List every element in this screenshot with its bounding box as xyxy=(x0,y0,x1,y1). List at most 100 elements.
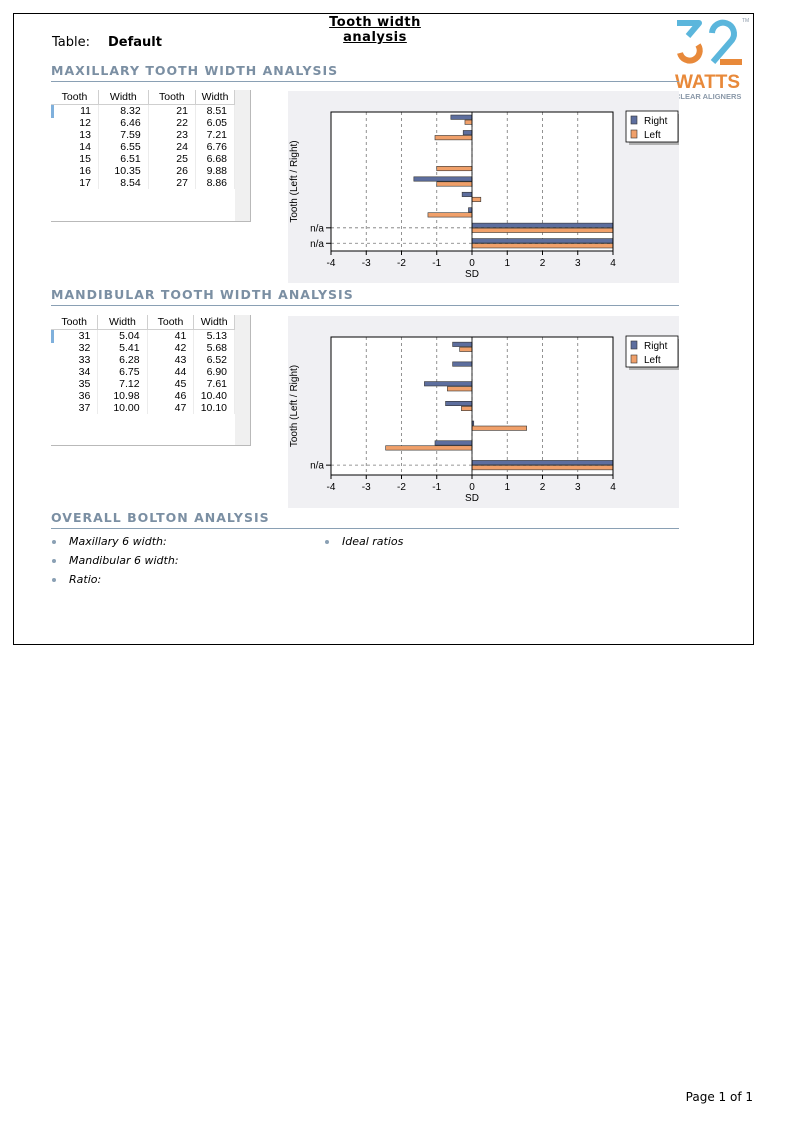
bar-left xyxy=(447,386,473,392)
table-row[interactable]: 13 7.59 23 7.21 xyxy=(51,129,236,141)
table-cell: 15 xyxy=(51,153,99,165)
table-cell: 24 xyxy=(148,141,196,153)
column-header[interactable]: Tooth xyxy=(148,90,196,105)
table-header-row: Tooth Width Tooth Width xyxy=(51,315,235,330)
bullet-icon xyxy=(52,578,56,582)
bullet-icon xyxy=(52,559,56,563)
mandibular-heading: MANDIBULAR TOOTH WIDTH ANALYSIS xyxy=(51,287,679,306)
table-row[interactable]: 11 8.32 21 8.51 xyxy=(51,104,236,117)
table-row[interactable]: 16 10.35 26 9.88 xyxy=(51,165,236,177)
table-cell: 45 xyxy=(147,378,195,390)
table-scrollbar[interactable] xyxy=(235,315,250,445)
bullet-icon xyxy=(52,540,56,544)
table-cell: 37 xyxy=(51,402,99,414)
bar-left xyxy=(471,196,482,202)
table-cell: 13 xyxy=(51,129,99,141)
table-cell: 5.13 xyxy=(193,329,235,342)
bar-right xyxy=(471,238,614,244)
logo-stroke-1 xyxy=(677,20,702,38)
plot-border xyxy=(330,336,614,476)
table-row[interactable]: 32 5.41 42 5.68 xyxy=(51,342,235,354)
bolton-item-ideal: Ideal ratios xyxy=(325,535,403,548)
legend-swatch xyxy=(630,354,638,364)
table-cell: 16 xyxy=(51,165,99,177)
table-cell: 8.32 xyxy=(98,104,149,117)
column-header[interactable]: Tooth xyxy=(147,315,195,330)
column-header[interactable]: Width xyxy=(98,90,149,105)
bar-right xyxy=(434,440,473,446)
table-row[interactable]: 15 6.51 25 6.68 xyxy=(51,153,236,165)
bar-left xyxy=(471,243,614,249)
maxillary-chart: -4 -3 -2 -1 0 1 2 3 4 n/a n/a SD Tooth (Left / Right… xyxy=(288,91,679,283)
column-header[interactable]: Width xyxy=(97,315,148,330)
logo-wordmark: WATTS xyxy=(675,72,740,93)
x-tick-label: -2 xyxy=(397,482,406,493)
bar-right xyxy=(468,207,473,213)
x-tick-label: -1 xyxy=(432,258,441,269)
table-cell: 42 xyxy=(147,342,195,354)
x-tick-label: 1 xyxy=(504,258,510,269)
table-cell: 6.90 xyxy=(193,366,235,378)
table-row[interactable]: 14 6.55 24 6.76 xyxy=(51,141,236,153)
table-cell: 6.05 xyxy=(195,117,236,129)
column-header[interactable]: Width xyxy=(193,315,235,330)
table-row[interactable]: 34 6.75 44 6.90 xyxy=(51,366,235,378)
table-cell: 11 xyxy=(51,104,99,117)
table-cell: 10.00 xyxy=(97,402,148,414)
legend-label: Left xyxy=(644,355,661,366)
chart-legend: Right Left xyxy=(625,335,679,370)
column-header[interactable]: Tooth xyxy=(51,315,99,330)
table-cell: 43 xyxy=(147,354,195,366)
report-frame xyxy=(13,13,754,645)
bar-right xyxy=(445,401,473,407)
maxillary-table[interactable]: Tooth Width Tooth Width 11 8.32 21 8.51 12 6.46 2… xyxy=(51,90,251,222)
x-tick-label: -3 xyxy=(362,258,371,269)
x-tick-label: -1 xyxy=(432,482,441,493)
bar-right xyxy=(413,176,473,182)
table-scrollbar[interactable] xyxy=(235,90,250,221)
table-row[interactable]: 35 7.12 45 7.61 xyxy=(51,378,235,390)
table-row[interactable]: 31 5.04 41 5.13 xyxy=(51,329,235,342)
bar-left xyxy=(471,227,614,233)
bolton-label: Mandibular 6 width: xyxy=(69,554,179,567)
x-tick-label: -2 xyxy=(397,258,406,269)
table-cell: 10.98 xyxy=(97,390,148,402)
table-row[interactable]: 36 10.98 46 10.40 xyxy=(51,390,235,402)
column-header[interactable]: Tooth xyxy=(51,90,99,105)
table-row[interactable]: 12 6.46 22 6.05 xyxy=(51,117,236,129)
table-header-row: Tooth Width Tooth Width xyxy=(51,90,236,105)
mandibular-table[interactable]: Tooth Width Tooth Width 31 5.04 41 5.13 32 5.41 4… xyxy=(51,315,251,446)
table-cell: 21 xyxy=(148,104,196,117)
x-tick-label: 4 xyxy=(610,482,616,493)
y-tick-label: n/a xyxy=(310,223,324,234)
table-cell: 7.12 xyxy=(97,378,148,390)
bar-left xyxy=(471,465,614,471)
table-line: Table: Default xyxy=(52,35,162,50)
table-cell: 14 xyxy=(51,141,99,153)
report-title: Tooth width analysis xyxy=(329,15,421,45)
table-cell: 8.54 xyxy=(98,177,149,189)
column-header[interactable]: Width xyxy=(195,90,236,105)
table-row[interactable]: 17 8.54 27 8.86 xyxy=(51,177,236,189)
x-tick-label: 2 xyxy=(540,482,546,493)
bar-right xyxy=(471,222,614,228)
table-cell: 46 xyxy=(147,390,195,402)
selected-row-marker xyxy=(51,330,54,343)
x-axis-label: SD xyxy=(465,269,479,280)
table-cell: 25 xyxy=(148,153,196,165)
table-cell: 34 xyxy=(51,366,99,378)
table-cell: 22 xyxy=(148,117,196,129)
table-row[interactable]: 33 6.28 43 6.52 xyxy=(51,354,235,366)
bar-right xyxy=(424,381,473,387)
mandibular-chart: -4 -3 -2 -1 0 1 2 3 4 n/a SD Tooth (Left / Right) Ri… xyxy=(288,316,679,508)
table-cell: 7.21 xyxy=(195,129,236,141)
table-cell: 6.52 xyxy=(193,354,235,366)
bar-right xyxy=(452,361,473,367)
logo-tm: TM xyxy=(742,18,749,24)
table-cell: 23 xyxy=(148,129,196,141)
table-row[interactable]: 37 10.00 47 10.10 xyxy=(51,402,235,414)
table-cell: 6.76 xyxy=(195,141,236,153)
bar-left xyxy=(471,425,527,431)
bar-left xyxy=(427,212,473,218)
table-cell: 7.59 xyxy=(98,129,149,141)
